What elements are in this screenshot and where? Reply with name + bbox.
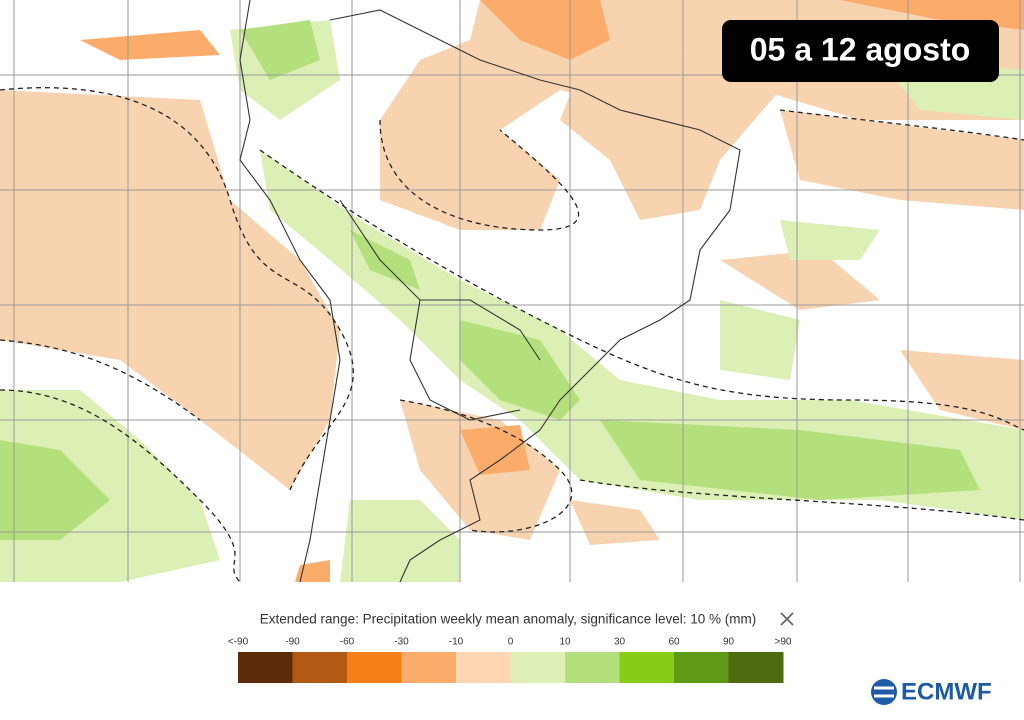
legend-label: <-90	[228, 637, 249, 648]
significance-contours	[0, 87, 1024, 583]
logo: ECMWF	[871, 678, 992, 705]
map	[0, 0, 1024, 583]
legend-label: -10	[449, 637, 464, 648]
legend-swatch	[401, 652, 457, 683]
legend-label: >90	[775, 637, 792, 648]
moderate-positive-areas	[0, 20, 980, 540]
legend-swatch	[292, 652, 348, 683]
legend-label: -60	[340, 637, 355, 648]
badge-text: 05 a 12 agosto	[750, 31, 971, 67]
legend-swatch	[728, 652, 784, 683]
coastline	[239, 0, 741, 583]
legend-swatch	[510, 652, 566, 683]
legend-swatch	[619, 652, 675, 683]
legend-swatch	[674, 652, 729, 683]
logo-icon	[871, 679, 897, 705]
legend-label: 60	[668, 637, 680, 648]
legend-label: 10	[559, 637, 571, 648]
legend-swatch	[565, 652, 620, 683]
close-icon[interactable]	[780, 612, 794, 626]
legend-swatch	[238, 652, 293, 683]
legend-swatch	[456, 652, 511, 683]
badge-background	[722, 20, 999, 82]
logo-text: ECMWF	[901, 678, 992, 705]
legend-label: -30	[394, 637, 409, 648]
legend-title: Extended range: Precipitation weekly mea…	[260, 612, 757, 627]
legend-swatch	[347, 652, 402, 683]
legend-label: 0	[508, 637, 514, 648]
legend-label: -90	[285, 637, 300, 648]
legend-label: 30	[614, 637, 626, 648]
grid	[0, 0, 1024, 582]
borders	[339, 199, 541, 421]
legend-label: 90	[723, 637, 735, 648]
legend: <-90 -90 -60 -30 -10 0 10 30 60 90 >90	[228, 637, 792, 683]
date-badge: 05 a 12 agosto	[722, 20, 999, 82]
